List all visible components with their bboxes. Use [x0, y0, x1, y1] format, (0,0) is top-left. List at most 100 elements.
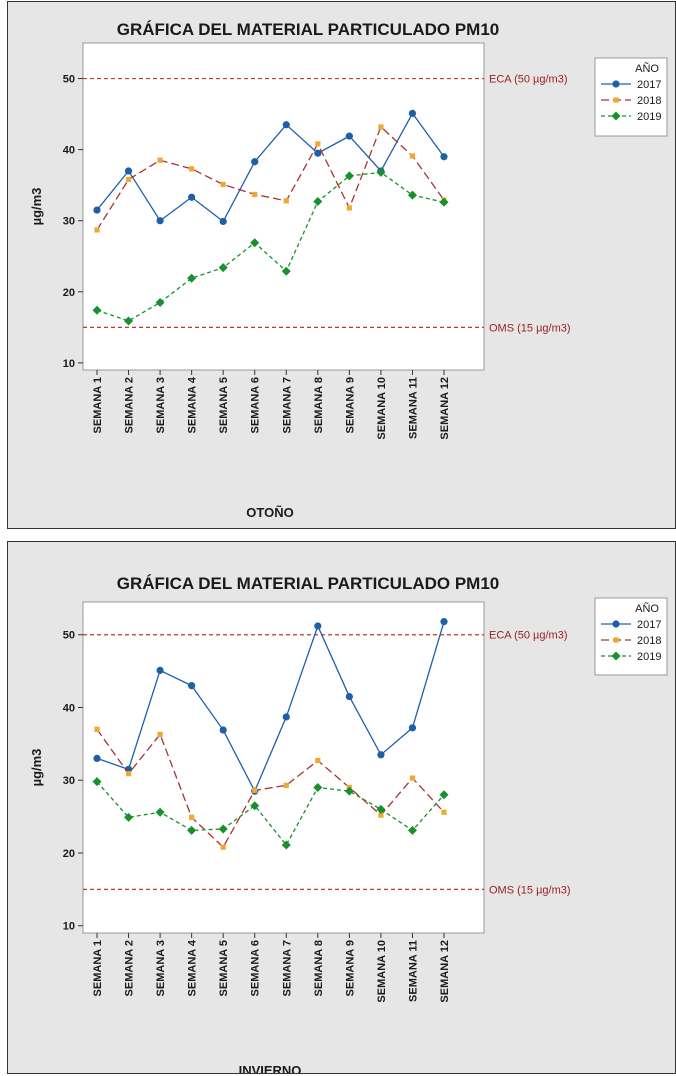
x-axis-label: OTOÑO — [246, 505, 293, 520]
data-point-2018 — [125, 176, 132, 183]
x-tick-label: SEMANA 7 — [281, 940, 293, 996]
x-tick-label: SEMANA 5 — [218, 940, 230, 996]
series-line-2019 — [96, 781, 445, 847]
y-tick-label: 10 — [63, 921, 75, 933]
data-point-2019 — [281, 840, 291, 850]
data-point-2018 — [252, 787, 258, 794]
x-tick-label: SEMANA 1 — [92, 940, 104, 996]
series-line-2017 — [96, 112, 445, 223]
chart-title: GRÁFICA DEL MATERIAL PARTICULADO PM10 — [117, 20, 500, 39]
data-point-2019 — [344, 171, 354, 181]
x-tick-label: SEMANA 8 — [313, 377, 325, 433]
y-tick-label: 20 — [63, 848, 75, 860]
reference-label: ECA (50 µg/m3) — [489, 74, 567, 86]
data-point-2018 — [189, 166, 195, 172]
data-point-2019 — [250, 801, 260, 811]
data-point-2019 — [376, 167, 386, 177]
data-point-2018 — [283, 198, 289, 204]
data-point-2018 — [409, 775, 416, 781]
plot-area — [82, 601, 485, 934]
chart-otono: GRÁFICA DEL MATERIAL PARTICULADO PM10 10 2… — [29, 20, 668, 520]
data-point-2017 — [251, 158, 259, 166]
data-point-2019 — [187, 825, 197, 835]
data-point-2018 — [94, 726, 100, 732]
x-tick-label: SEMANA 9 — [344, 940, 356, 996]
y-tick-label: 20 — [63, 287, 75, 299]
data-point-2019 — [250, 238, 260, 248]
legend-label-2017: 2017 — [637, 79, 661, 91]
legend-label-2018: 2018 — [637, 95, 661, 107]
data-point-2018 — [157, 157, 163, 163]
data-point-2017 — [188, 193, 196, 201]
series-line-2018 — [96, 125, 445, 231]
x-tick-label: SEMANA 4 — [187, 939, 199, 996]
legend-marker-2019 — [611, 111, 621, 121]
chart-panel-invierno: GRÁFICA DEL MATERIAL PARTICULADO PM10 10 2… — [7, 541, 676, 1074]
data-point-2018 — [94, 227, 100, 233]
data-point-2018 — [157, 731, 163, 737]
series-line-2018 — [96, 728, 445, 849]
data-point-2019 — [407, 190, 417, 200]
legend-marker-2018 — [613, 97, 619, 103]
data-point-2017 — [156, 666, 164, 674]
data-point-2019 — [187, 273, 197, 283]
data-point-2019 — [92, 777, 102, 787]
data-point-2019 — [124, 316, 134, 326]
x-tick-label: SEMANA 2 — [124, 377, 136, 433]
y-tick-label: 50 — [63, 74, 75, 86]
reference-label: OMS (15 µg/m3) — [489, 322, 571, 334]
chart-panel-otono: GRÁFICA DEL MATERIAL PARTICULADO PM10 10 2… — [7, 1, 676, 529]
x-axis-label: INVIERNO — [239, 1063, 302, 1073]
data-point-2017 — [440, 153, 448, 161]
y-tick-label: 50 — [63, 630, 75, 642]
data-point-2017 — [93, 754, 101, 763]
x-tick-label: SEMANA 10 — [376, 940, 388, 1003]
legend-marker-2017 — [612, 80, 620, 88]
legend-title: AÑO — [635, 602, 659, 615]
legend: AÑO 2017 2018 2019 — [594, 597, 668, 676]
data-point-2017 — [440, 618, 448, 626]
data-point-2018 — [346, 205, 352, 211]
reference-label: ECA (50 µg/m3) — [489, 630, 567, 642]
data-point-2017 — [377, 751, 385, 759]
data-point-2019 — [281, 266, 291, 276]
y-tick-label: 10 — [63, 358, 75, 370]
data-point-2018 — [125, 771, 132, 777]
legend-label-2017: 2017 — [637, 619, 661, 631]
data-point-2017 — [408, 109, 417, 117]
y-tick-label: 40 — [63, 145, 75, 157]
x-tick-label: SEMANA 7 — [281, 377, 293, 433]
x-tick-label: SEMANA 3 — [155, 377, 167, 433]
data-point-2017 — [345, 692, 353, 701]
data-point-2017 — [93, 206, 101, 214]
x-tick-label: SEMANA 10 — [376, 377, 388, 440]
data-point-2019 — [439, 197, 449, 207]
data-point-2017 — [282, 713, 290, 721]
data-point-2017 — [219, 217, 227, 226]
data-point-2017 — [188, 682, 196, 690]
data-point-2017 — [282, 121, 290, 129]
data-point-2018 — [441, 809, 447, 815]
legend-label-2019: 2019 — [637, 111, 661, 123]
legend-marker-2019 — [611, 651, 621, 661]
x-tick-label: SEMANA 11 — [407, 377, 419, 439]
data-point-2017 — [124, 167, 133, 175]
x-tick-label: SEMANA 11 — [407, 940, 419, 1002]
data-point-2018 — [315, 141, 321, 147]
chart-title: GRÁFICA DEL MATERIAL PARTICULADO PM10 — [117, 574, 500, 593]
x-tick-label: SEMANA 12 — [439, 940, 451, 1003]
data-point-2019 — [155, 807, 165, 817]
data-point-2019 — [376, 804, 386, 814]
data-point-2019 — [313, 783, 323, 793]
series-line-2019 — [96, 171, 445, 322]
data-point-2018 — [283, 782, 289, 788]
data-point-2019 — [344, 786, 354, 796]
series-line-2017 — [96, 621, 445, 793]
data-point-2018 — [409, 153, 416, 159]
y-axis-label: µg/m3 — [29, 188, 44, 226]
y-tick-label: 30 — [63, 216, 75, 228]
data-point-2018 — [189, 814, 195, 820]
data-point-2018 — [378, 124, 384, 130]
reference-label: OMS (15 µg/m3) — [489, 884, 571, 896]
legend-box — [594, 597, 668, 676]
